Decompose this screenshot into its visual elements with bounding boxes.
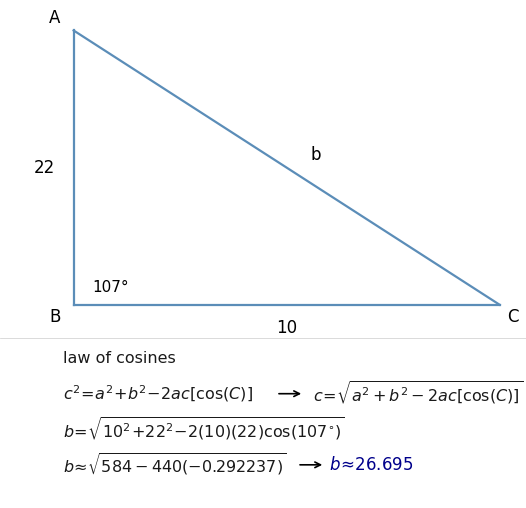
Text: 107°: 107° (92, 279, 129, 295)
Text: $b\!=\!\sqrt{10^2\!+\!22^2\!-\!2(10)(22)\cos(107^{\circ})}$: $b\!=\!\sqrt{10^2\!+\!22^2\!-\!2(10)(22)… (63, 416, 345, 443)
Text: C: C (508, 308, 519, 327)
Text: 22: 22 (34, 158, 55, 177)
Text: $c^2\!=\!a^2\!+\!b^2\!-\!2ac[\cos(C)]$: $c^2\!=\!a^2\!+\!b^2\!-\!2ac[\cos(C)]$ (63, 384, 253, 404)
Text: $c\!=\!\sqrt{a^2+b^2-2ac[\cos(C)]}$: $c\!=\!\sqrt{a^2+b^2-2ac[\cos(C)]}$ (313, 380, 523, 407)
Text: $b\!\approx\!\sqrt{584-440(-0.292237)}$: $b\!\approx\!\sqrt{584-440(-0.292237)}$ (63, 452, 287, 478)
Text: A: A (49, 9, 60, 27)
Text: 10: 10 (276, 319, 297, 337)
Text: B: B (49, 308, 60, 327)
Text: b: b (310, 146, 321, 164)
Text: law of cosines: law of cosines (63, 351, 176, 366)
Text: $b\!\approx\!26.695$: $b\!\approx\!26.695$ (329, 456, 413, 474)
